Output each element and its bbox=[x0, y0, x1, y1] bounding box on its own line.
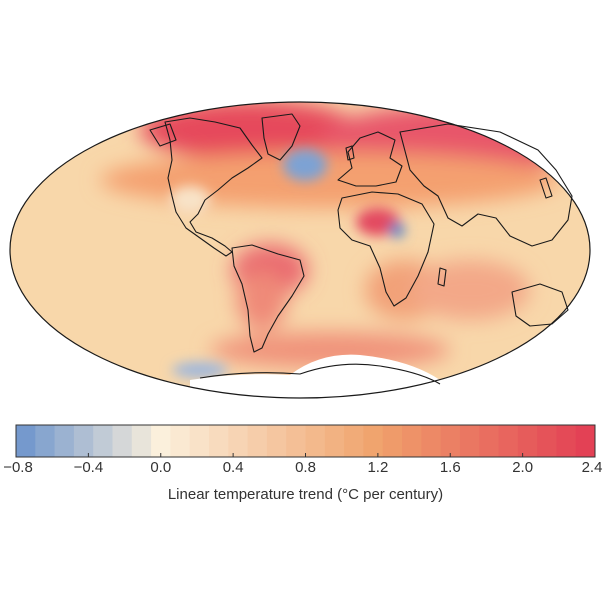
colorbar-tick-label: 2.4 bbox=[581, 459, 603, 476]
coast-europe bbox=[337, 131, 403, 187]
colorbar-cell bbox=[93, 425, 113, 457]
coast-south-america bbox=[231, 244, 305, 353]
colorbar-gradient bbox=[15, 424, 596, 458]
colorbar-cell bbox=[189, 425, 210, 457]
colorbar-cell bbox=[151, 425, 171, 457]
colorbar-tick-label: −0.8 bbox=[3, 459, 33, 476]
region-indian-ocean bbox=[410, 260, 530, 320]
colorbar-cell bbox=[305, 425, 326, 457]
colorbar-cell bbox=[517, 425, 538, 457]
colorbar-tick-label: 1.6 bbox=[439, 459, 461, 476]
colorbar-cell bbox=[247, 425, 268, 457]
colorbar-cell bbox=[324, 425, 345, 457]
colorbar-cell bbox=[459, 425, 480, 457]
colorbar-cell bbox=[382, 425, 403, 457]
region-southern-ocean bbox=[210, 332, 450, 368]
colorbar-tick-label: 1.2 bbox=[367, 459, 389, 476]
colorbar-cell bbox=[498, 425, 519, 457]
colorbar-cell bbox=[209, 425, 229, 457]
colorbar-tick-label: 0.8 bbox=[295, 459, 316, 476]
colorbar-cell bbox=[440, 425, 461, 457]
coast-greenland bbox=[261, 113, 301, 161]
region-pacific-cool bbox=[170, 186, 210, 214]
coast-north-america bbox=[164, 117, 263, 257]
coast-uk bbox=[345, 145, 355, 161]
colorbar: −0.8 −0.4 0.0 0.4 0.8 1.2 1.6 2.0 2.4 Linear tem… bbox=[0, 420, 611, 520]
globe-outline bbox=[9, 101, 591, 399]
colorbar-tick-label: 0.0 bbox=[150, 459, 172, 476]
coast-africa bbox=[337, 191, 435, 307]
coast-antarctica bbox=[199, 363, 441, 385]
region-north-atlantic bbox=[283, 149, 327, 181]
coast-madagascar bbox=[437, 267, 447, 287]
colorbar-cell bbox=[363, 425, 384, 457]
coast-asia bbox=[399, 123, 573, 247]
colorbar-tick-label: 2.0 bbox=[512, 459, 534, 476]
coast-australia bbox=[511, 283, 569, 327]
colorbar-cell bbox=[112, 425, 133, 457]
coast-alaska bbox=[149, 123, 177, 147]
colorbar-cell bbox=[479, 425, 499, 457]
coast-japan bbox=[539, 177, 553, 199]
region-central-africa bbox=[356, 208, 400, 236]
colorbar-title: Linear temperature trend (°C per century… bbox=[167, 486, 444, 503]
colorbar-cell bbox=[170, 425, 191, 457]
colorbar-cell bbox=[73, 425, 94, 457]
colorbar-cell bbox=[344, 425, 364, 457]
colorbar-cell bbox=[556, 425, 577, 457]
world-map bbox=[9, 101, 591, 399]
region-northern-hemisphere-band bbox=[100, 152, 560, 208]
colorbar-cell bbox=[131, 425, 152, 457]
colorbar-cell bbox=[228, 425, 249, 457]
region-south-america-interior bbox=[237, 270, 287, 330]
colorbar-cell bbox=[575, 425, 596, 457]
colorbar-cell bbox=[286, 425, 306, 457]
colorbar-cell bbox=[537, 425, 557, 457]
colorbar-tick-label: 0.4 bbox=[222, 459, 244, 476]
colorbar-cell bbox=[421, 425, 442, 457]
colorbar-cell bbox=[54, 425, 75, 457]
region-arctic-canada-greenland bbox=[140, 102, 360, 160]
colorbar-cell bbox=[16, 425, 36, 457]
colorbar-cell bbox=[35, 425, 56, 457]
region-antarctic-coast bbox=[172, 362, 228, 378]
colorbar-cell bbox=[266, 425, 287, 457]
colorbar-cell bbox=[402, 425, 422, 457]
region-congo-cold bbox=[389, 222, 405, 238]
colorbar-tick-label: −0.4 bbox=[73, 459, 104, 476]
coastlines bbox=[149, 113, 573, 385]
